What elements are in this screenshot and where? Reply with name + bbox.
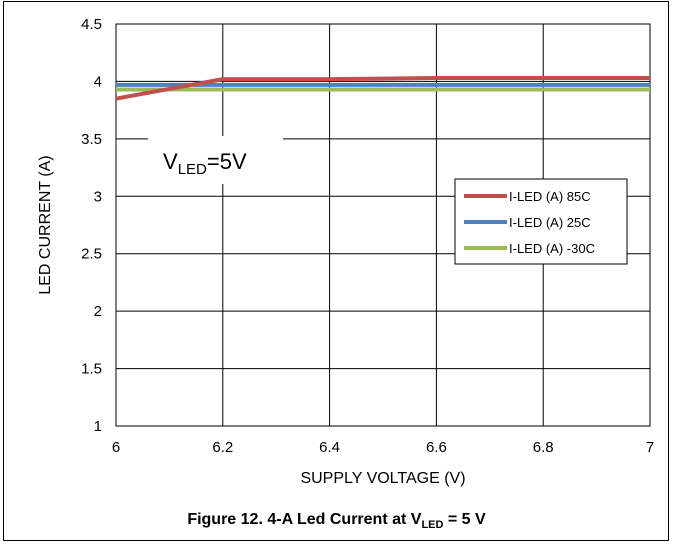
y-axis-label: LED CURRENT (A): [37, 155, 54, 294]
caption-sub: LED: [421, 519, 444, 532]
x-axis-label: SUPPLY VOLTAGE (V): [300, 470, 465, 487]
series-group: [115, 75, 650, 101]
y-tick-label: 1.5: [81, 361, 102, 378]
vled-annotation: VLED=5V: [163, 149, 247, 178]
y-tick-label: 2: [94, 303, 102, 320]
series-line: [115, 75, 650, 101]
legend-label: I-LED (A) 25C: [509, 215, 591, 230]
legend-label: I-LED (A) 85C: [509, 189, 591, 204]
x-tick-label: 6: [112, 439, 120, 456]
y-tick-label: 1: [94, 418, 102, 435]
figure-frame: [3, 1, 669, 541]
y-tick-label: 4.5: [81, 16, 102, 33]
led-current-chart: 1 1.5 2 2.5 3 3.5 4 4.5 6 6.2 6.4 6.6 6.8 7 SUPPLY VO…: [37, 16, 654, 487]
figure-caption: Figure 12. 4-A Led Current at VLED = 5 V: [0, 511, 673, 531]
caption-prefix: Figure 12. 4-A Led Current at V: [187, 511, 422, 528]
y-tick-label: 4: [94, 73, 102, 90]
y-tick-label: 2.5: [81, 246, 102, 263]
caption-suffix: = 5 V: [443, 511, 486, 528]
x-tick-label: 6.8: [533, 439, 554, 456]
x-tick-label: 7: [646, 439, 654, 456]
y-tick-label: 3.5: [81, 131, 102, 148]
x-tick-label: 6.2: [212, 439, 233, 456]
plot-border: [115, 23, 651, 427]
tick-labels: 1 1.5 2 2.5 3 3.5 4 4.5 6 6.2 6.4 6.6 6.8 7: [81, 16, 654, 456]
legend-label: I-LED (A) -30C: [509, 241, 595, 256]
x-tick-label: 6.6: [426, 439, 447, 456]
annotation-sub: LED: [178, 161, 207, 178]
x-tick-label: 6.4: [319, 439, 340, 456]
annotation-main: V: [163, 149, 178, 174]
annotation-background: [148, 136, 283, 184]
y-tick-label: 3: [94, 188, 102, 205]
annotation-tail: =5V: [207, 149, 247, 174]
legend: I-LED (A) 85C I-LED (A) 25C I-LED (A) -30C: [454, 178, 628, 265]
